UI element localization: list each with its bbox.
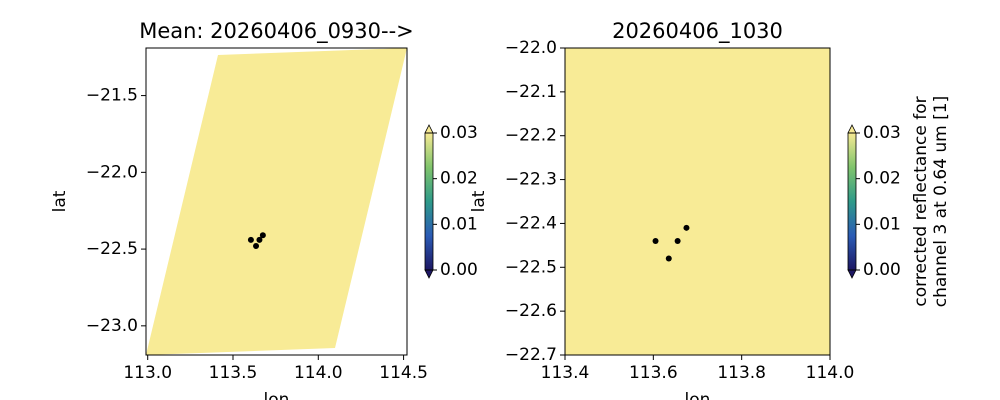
y-tick-label: −22.5 (505, 257, 557, 277)
chart-title: 20260406_1030 (612, 19, 783, 44)
colorbar-extend-top (424, 124, 434, 134)
axes-frame (145, 47, 408, 356)
point (256, 236, 263, 243)
x-tick-label: 114.0 (806, 363, 855, 383)
data-field (565, 48, 830, 355)
colorbar-tick-label: 0.03 (440, 123, 478, 143)
colorbar (425, 133, 433, 270)
chart-title: Mean: 20260406_0930--> (139, 19, 414, 44)
panel (146, 48, 407, 355)
point (674, 237, 681, 244)
y-axis-label: lat (50, 190, 70, 212)
colorbar-frame (847, 132, 857, 271)
colorbar-extend-bottom (424, 269, 434, 279)
colorbar-label: corrected reflectance for (911, 96, 931, 306)
colorbar-label: channel 3 at 0.64 um [1] (931, 96, 951, 307)
y-tick-label: −22.5 (86, 239, 138, 259)
colorbar (848, 133, 856, 270)
colorbar-tick-label: 0.03 (863, 123, 901, 143)
point (253, 243, 260, 250)
colorbar-tick-label: 0.00 (863, 260, 901, 280)
colorbar-tick-label: 0.01 (440, 214, 478, 234)
x-axis-label: lon (685, 390, 711, 400)
colorbar-extend-top (847, 124, 857, 134)
y-tick-label: −22.0 (86, 162, 138, 182)
y-tick-label: −22.7 (505, 345, 557, 365)
y-tick-label: −22.0 (505, 38, 557, 58)
y-tick-label: −22.3 (505, 170, 557, 190)
y-tick-label: −22.1 (505, 82, 557, 102)
y-axis-label: lat (469, 190, 489, 212)
x-tick-label: 114.0 (294, 363, 343, 383)
y-tick-label: −22.6 (505, 301, 557, 321)
x-tick-label: 114.5 (379, 363, 428, 383)
x-axis-label: lon (264, 390, 290, 400)
y-tick-label: −21.5 (86, 86, 138, 106)
y-tick-label: −22.4 (505, 213, 557, 233)
point (259, 232, 266, 239)
x-tick-label: 113.6 (629, 363, 678, 383)
x-tick-label: 113.4 (541, 363, 590, 383)
x-tick-label: 113.5 (209, 363, 258, 383)
point (683, 224, 690, 231)
axes-frame (564, 47, 831, 356)
x-tick-label: 113.8 (717, 363, 766, 383)
point (652, 237, 659, 244)
panel (565, 48, 830, 355)
y-tick-label: −22.2 (505, 126, 557, 146)
y-tick-label: −23.0 (86, 316, 138, 336)
colorbar-tick-label: 0.00 (440, 260, 478, 280)
x-tick-label: 113.0 (123, 363, 172, 383)
colorbar-tick-label: 0.01 (863, 214, 901, 234)
colorbar-tick-label: 0.02 (863, 169, 901, 189)
point (665, 255, 672, 262)
colorbar-tick-label: 0.02 (440, 169, 478, 189)
colorbar-extend-bottom (847, 269, 857, 279)
point (247, 236, 254, 243)
colorbar-frame (424, 132, 434, 271)
data-field (146, 48, 407, 355)
